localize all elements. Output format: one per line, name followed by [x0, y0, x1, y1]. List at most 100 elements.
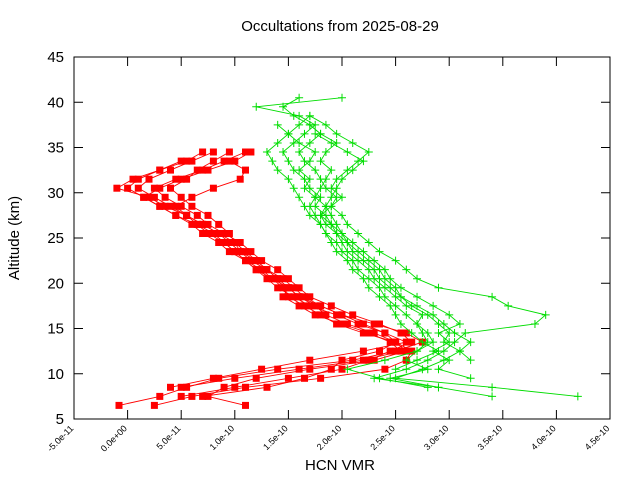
data-point-green-profile-3-8 — [402, 310, 411, 319]
x-tick-label: 4.0e-10 — [529, 423, 558, 452]
data-point-green-profile-3-3 — [380, 356, 389, 365]
data-point-green-profile-2-4 — [423, 356, 432, 365]
data-point-green-profile-6-11 — [380, 283, 389, 292]
data-point-green-profile-1-1 — [488, 383, 497, 392]
data-point-red-profile-5-17 — [199, 230, 207, 237]
data-point-red-profile-6-16 — [231, 248, 239, 256]
data-point-green-profile-2-27 — [295, 148, 304, 157]
data-point-red-profile-4-4 — [365, 356, 373, 364]
data-point-red-profile-4-10 — [327, 302, 335, 310]
series-green-profile-2 — [279, 93, 550, 401]
data-point-red-profile-1-28 — [225, 148, 233, 156]
data-point-red-profile-5-0 — [177, 383, 185, 391]
data-point-green-profile-7-20 — [332, 175, 341, 184]
data-point-green-profile-5-21 — [321, 175, 330, 184]
data-point-green-profile-5-18 — [305, 202, 314, 211]
data-point-green-profile-6-4 — [413, 347, 422, 356]
data-point-red-profile-2-13 — [290, 284, 298, 292]
x-axis-label: HCN VMR — [305, 457, 375, 474]
data-point-green-profile-2-0 — [488, 392, 497, 401]
data-point-red-profile-4-13 — [284, 275, 292, 283]
data-point-red-profile-7-16 — [231, 239, 239, 246]
data-point-red-profile-2-24 — [134, 184, 142, 192]
data-point-red-profile-1-25 — [183, 175, 191, 183]
y-tick-label: 45 — [47, 49, 64, 66]
series-red-profile-7 — [167, 157, 410, 391]
data-point-red-profile-4-21 — [177, 202, 185, 210]
data-point-red-profile-2-27 — [188, 157, 196, 165]
data-point-red-profile-6-12 — [274, 284, 282, 292]
data-point-red-profile-2-0 — [115, 401, 123, 409]
series-green-profile-7 — [305, 111, 475, 365]
data-point-red-profile-5-10 — [279, 293, 287, 301]
data-point-green-profile-3-25 — [268, 157, 277, 166]
data-point-green-profile-5-23 — [316, 157, 325, 166]
data-point-red-profile-6-8 — [354, 320, 362, 328]
data-point-red-profile-3-25 — [129, 175, 137, 183]
data-point-red-profile-3-19 — [209, 230, 217, 237]
data-point-green-profile-2-18 — [354, 229, 363, 238]
y-tick-label: 40 — [47, 94, 64, 111]
data-point-green-profile-2-11 — [488, 292, 497, 301]
data-point-red-profile-7-17 — [215, 230, 223, 237]
data-point-red-profile-5-12 — [268, 275, 276, 283]
data-point-red-profile-2-8 — [402, 329, 410, 337]
data-point-green-profile-2-20 — [338, 211, 346, 220]
data-point-red-profile-4-16 — [247, 248, 255, 256]
data-point-green-profile-4-8 — [429, 301, 438, 310]
data-point-green-profile-3-27 — [273, 138, 282, 147]
data-point-red-profile-7-23 — [236, 175, 244, 183]
data-point-red-profile-1-5 — [370, 356, 378, 364]
data-point-green-profile-4-5 — [434, 329, 443, 338]
data-point-red-profile-4-27 — [242, 148, 249, 156]
data-point-red-profile-5-9 — [295, 302, 303, 310]
data-point-red-profile-5-26 — [247, 148, 255, 156]
y-axis-label: Altitude (km) — [6, 196, 23, 280]
data-point-red-profile-3-3 — [317, 374, 325, 382]
data-point-red-profile-7-21 — [188, 193, 196, 201]
data-point-red-profile-3-10 — [317, 311, 325, 319]
data-point-red-profile-6-17 — [220, 239, 228, 246]
data-point-red-profile-5-7 — [338, 320, 346, 328]
data-point-red-profile-3-4 — [381, 365, 389, 373]
data-point-green-profile-3-26 — [262, 148, 271, 157]
data-point-green-profile-5-15 — [321, 229, 330, 238]
data-point-red-profile-5-15 — [225, 248, 233, 256]
series-line-green-profile-6 — [277, 124, 439, 388]
data-point-red-profile-6-21 — [156, 202, 164, 210]
data-point-red-profile-7-13 — [263, 266, 271, 274]
data-point-red-profile-1-19 — [225, 230, 233, 237]
data-point-green-profile-2-15 — [391, 256, 400, 265]
data-point-red-profile-7-9 — [317, 302, 325, 310]
y-tick-label: 20 — [47, 275, 64, 292]
data-point-green-profile-2-19 — [343, 220, 352, 229]
data-point-red-profile-4-11 — [306, 293, 314, 301]
plot-frame — [73, 56, 611, 420]
data-point-red-profile-4-6 — [408, 338, 416, 346]
data-point-red-profile-2-18 — [225, 239, 233, 246]
x-tick-label: 2.5e-10 — [368, 423, 397, 452]
data-point-red-profile-7-25 — [225, 157, 233, 165]
data-point-green-profile-5-26 — [316, 129, 325, 138]
data-point-red-profile-2-12 — [301, 293, 308, 301]
data-point-red-profile-4-26 — [220, 157, 228, 165]
series-red-profile-6 — [124, 157, 400, 400]
data-point-green-profile-2-10 — [504, 301, 513, 310]
data-point-red-profile-5-18 — [188, 220, 196, 228]
data-point-green-profile-6-24 — [295, 166, 304, 175]
data-point-red-profile-1-1 — [204, 392, 212, 400]
data-point-green-profile-7-0 — [466, 356, 475, 365]
data-point-red-profile-1-10 — [322, 311, 330, 319]
data-point-red-profile-5-5 — [386, 338, 394, 346]
data-point-green-profile-7-4 — [434, 319, 443, 328]
data-point-red-profile-2-17 — [236, 248, 244, 256]
data-point-red-profile-7-5 — [402, 338, 410, 346]
data-point-red-profile-1-4 — [306, 365, 314, 373]
data-point-red-profile-7-24 — [242, 166, 249, 174]
data-point-red-profile-4-2 — [284, 374, 292, 382]
data-point-green-profile-1-27 — [279, 148, 288, 157]
data-point-red-profile-5-6 — [365, 329, 373, 337]
data-point-red-profile-7-8 — [338, 311, 346, 319]
data-point-green-profile-7-27 — [305, 111, 314, 120]
